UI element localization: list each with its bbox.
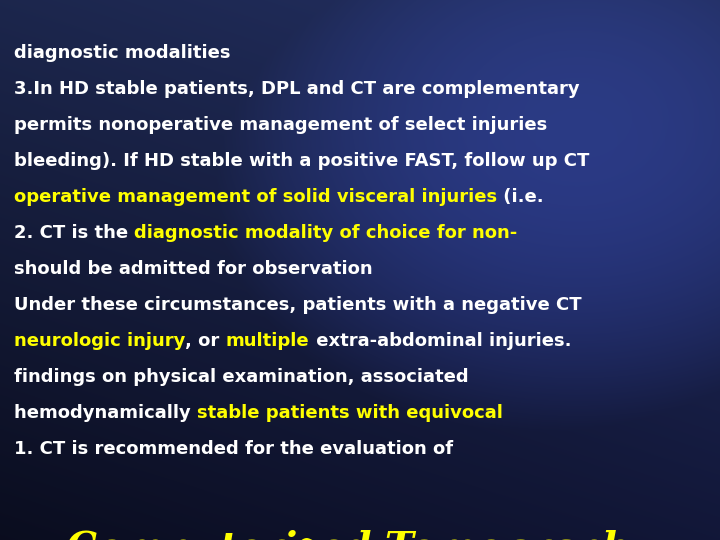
Text: bleeding). If HD stable with a positive FAST, follow up CT: bleeding). If HD stable with a positive …: [14, 152, 590, 170]
Text: diagnostic modality of choice for non-: diagnostic modality of choice for non-: [135, 224, 518, 242]
Text: extra-abdominal injuries.: extra-abdominal injuries.: [310, 332, 571, 350]
Text: operative management of solid visceral injuries: operative management of solid visceral i…: [14, 188, 497, 206]
Text: findings on physical examination, associated: findings on physical examination, associ…: [14, 368, 469, 386]
Text: 1. CT is recommended for the evaluation of: 1. CT is recommended for the evaluation …: [14, 440, 453, 458]
Text: Computerized Tomography: Computerized Tomography: [66, 530, 654, 540]
Text: 2. CT is the: 2. CT is the: [14, 224, 135, 242]
Text: multiple: multiple: [226, 332, 310, 350]
Text: should be admitted for observation: should be admitted for observation: [14, 260, 373, 278]
Text: , or: , or: [185, 332, 226, 350]
Text: hemodynamically: hemodynamically: [14, 404, 197, 422]
Text: Under these circumstances, patients with a negative CT: Under these circumstances, patients with…: [14, 296, 582, 314]
Text: neurologic injury: neurologic injury: [14, 332, 185, 350]
Text: (i.e.: (i.e.: [497, 188, 544, 206]
Text: diagnostic modalities: diagnostic modalities: [14, 44, 230, 62]
Text: 3.In HD stable patients, DPL and CT are complementary: 3.In HD stable patients, DPL and CT are …: [14, 80, 580, 98]
Text: permits nonoperative management of select injuries: permits nonoperative management of selec…: [14, 116, 547, 134]
Text: stable patients with equivocal: stable patients with equivocal: [197, 404, 503, 422]
